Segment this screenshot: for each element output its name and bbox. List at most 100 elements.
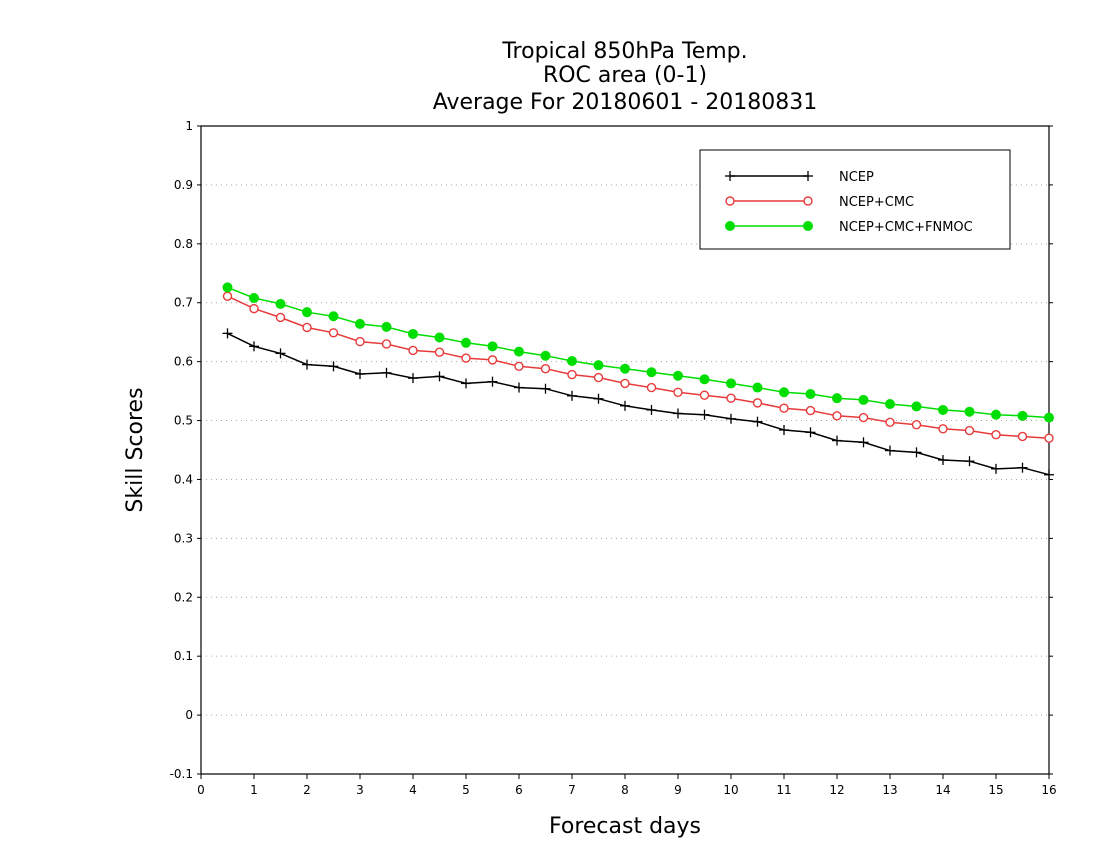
- data-point: [408, 328, 418, 339]
- data-point: [514, 361, 524, 372]
- data-point: [275, 312, 286, 323]
- data-point: [964, 406, 975, 417]
- legend-label: NCEP+CMC: [839, 195, 914, 210]
- x-tick-label: 3: [356, 783, 364, 797]
- data-point: [408, 345, 418, 356]
- data-point: [355, 318, 365, 329]
- data-point: [673, 387, 683, 397]
- data-point: [381, 367, 392, 378]
- y-tick-label: -0.1: [170, 767, 193, 781]
- legend: NCEP NCEP+CMC NCEP+CMC+FNMOC: [699, 149, 1011, 250]
- data-point: [487, 376, 498, 387]
- data-point: [991, 463, 1001, 474]
- series-line: [227, 332, 1050, 476]
- data-point: [593, 360, 604, 371]
- data-point: [832, 411, 842, 421]
- title-line-2: ROC area (0-1): [543, 63, 707, 88]
- data-point: [487, 341, 498, 352]
- data-point: [540, 350, 551, 361]
- title-line-1: Tropical 850hPa Temp.: [501, 39, 747, 64]
- chart-title: Tropical 850hPa Temp. ROC area (0-1) Ave…: [433, 39, 818, 115]
- data-point: [646, 382, 657, 393]
- data-point: [832, 435, 842, 446]
- data-point: [567, 390, 577, 401]
- data-point: [938, 424, 948, 434]
- legend-label: NCEP+CMC+FNMOC: [839, 220, 973, 235]
- data-point: [222, 328, 233, 339]
- data-point: [885, 417, 895, 428]
- data-point: [461, 378, 471, 389]
- data-point: [911, 419, 922, 430]
- data-point: [249, 303, 259, 314]
- data-point: [805, 389, 816, 400]
- legend-marker: [725, 196, 735, 206]
- x-tick-label: 13: [882, 783, 897, 797]
- legend-box: [699, 149, 1011, 250]
- x-tick-label: 10: [723, 783, 738, 797]
- data-point: [434, 371, 445, 382]
- data-point: [381, 339, 392, 349]
- y-tick-label: 0.3: [174, 531, 193, 545]
- y-tick-label: 0.6: [174, 355, 193, 369]
- data-point: [832, 393, 842, 404]
- y-tick-label: 0: [185, 708, 193, 722]
- data-point: [673, 370, 683, 381]
- data-point: [540, 383, 551, 394]
- data-point: [620, 363, 630, 374]
- data-point: [646, 367, 657, 378]
- data-point: [911, 401, 922, 412]
- plot-frame: [200, 125, 1050, 775]
- x-tick-label: 5: [462, 783, 470, 797]
- data-point: [567, 356, 577, 367]
- y-axis-label: Skill Scores: [123, 387, 148, 512]
- x-tick-label: 2: [303, 783, 311, 797]
- data-point: [222, 282, 233, 293]
- y-tick-label: 0.9: [174, 178, 193, 192]
- y-tick-label: 0.2: [174, 590, 193, 604]
- data-point: [302, 307, 312, 318]
- x-tick-label: 9: [674, 783, 682, 797]
- y-tick-label: 0.8: [174, 237, 193, 251]
- data-point: [302, 359, 312, 370]
- data-point: [699, 390, 710, 400]
- legend-marker: [725, 171, 735, 181]
- data-point: [699, 374, 710, 385]
- data-point: [779, 424, 789, 435]
- legend-entry: NCEP+CMC+FNMOC: [725, 220, 973, 235]
- data-point: [752, 398, 763, 408]
- data-point: [1044, 412, 1054, 423]
- data-point: [355, 336, 365, 347]
- data-point: [911, 447, 922, 458]
- y-tick-label: 0.4: [174, 472, 193, 486]
- data-point: [752, 416, 763, 427]
- data-point: [328, 311, 339, 322]
- x-axis-label: Forecast days: [549, 814, 701, 839]
- x-tick-label: 4: [409, 783, 417, 797]
- data-point: [673, 408, 683, 419]
- data-point: [487, 355, 498, 365]
- data-point: [1044, 469, 1054, 480]
- data-point: [885, 399, 895, 410]
- data-point: [858, 394, 869, 405]
- data-point: [381, 321, 392, 332]
- legend-marker: [725, 221, 735, 231]
- data-point: [275, 348, 286, 359]
- data-point: [593, 393, 604, 404]
- title-line-3: Average For 20180601 - 20180831: [433, 90, 818, 115]
- data-point: [964, 425, 975, 436]
- series-layer: [222, 282, 1054, 480]
- data-point: [434, 332, 445, 343]
- series-2: [222, 282, 1054, 423]
- data-point: [302, 322, 312, 333]
- data-point: [991, 429, 1001, 440]
- data-point: [461, 337, 471, 348]
- y-tick-label: 1: [185, 119, 193, 133]
- data-point: [779, 387, 789, 398]
- data-point: [805, 427, 816, 438]
- data-point: [991, 409, 1001, 420]
- y-tick-label: 0.5: [174, 414, 193, 428]
- grid: [201, 184, 1049, 716]
- data-point: [805, 405, 816, 416]
- legend-entry: NCEP: [725, 170, 874, 185]
- data-point: [938, 404, 948, 415]
